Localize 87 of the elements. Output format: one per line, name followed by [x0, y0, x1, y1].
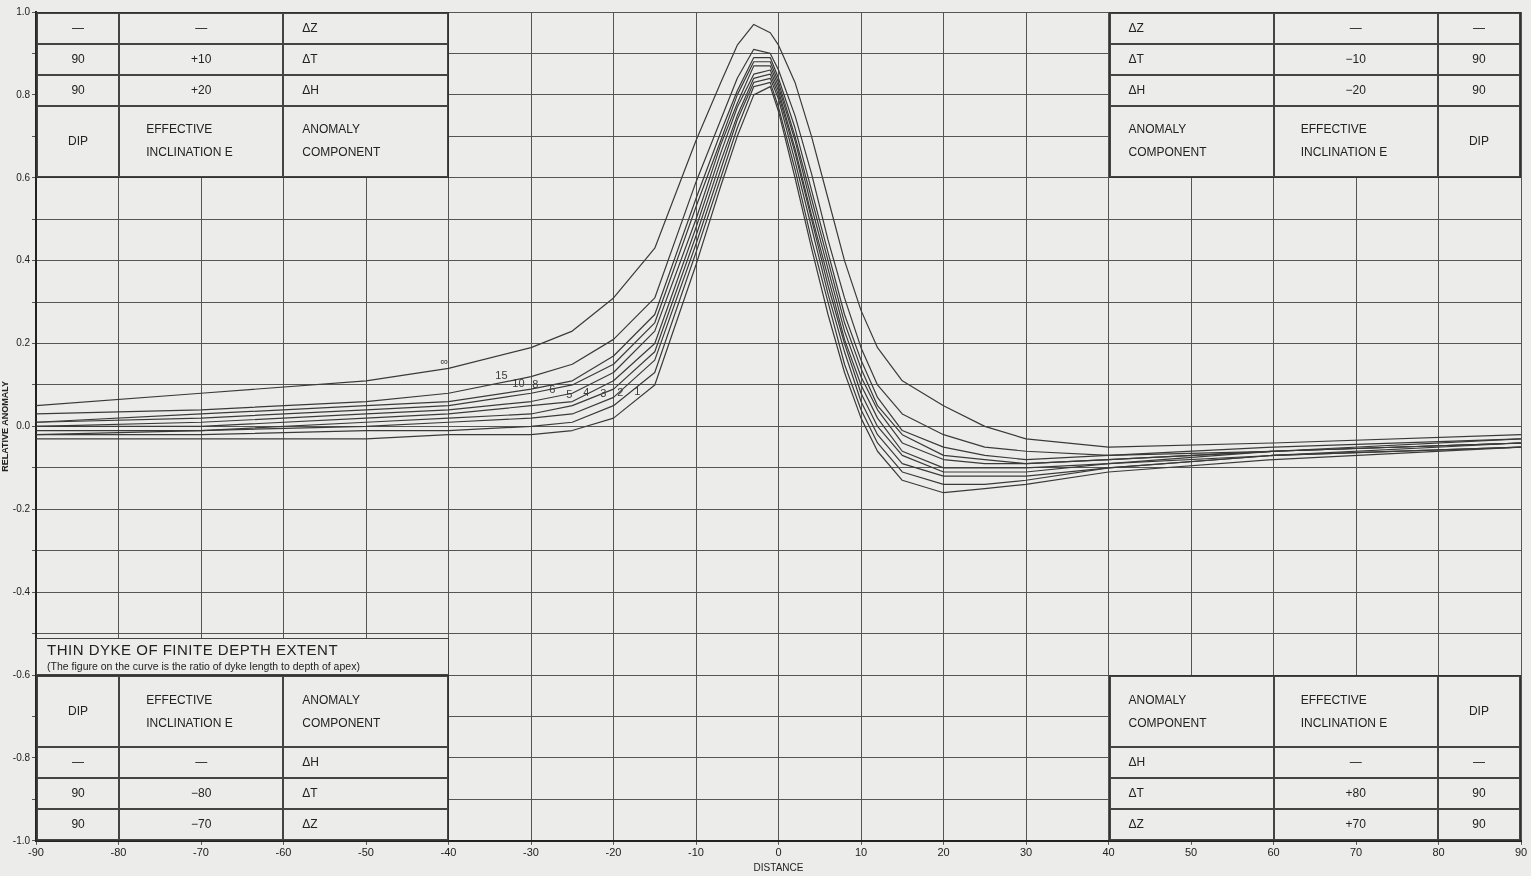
annotation: —	[72, 20, 85, 38]
y-tick-label: 0.4	[16, 254, 31, 266]
annotation: 90	[71, 81, 85, 99]
annotation: ΔZ	[1128, 20, 1144, 38]
annotation: ΔZ	[302, 20, 318, 38]
annotation: −10	[1345, 50, 1366, 68]
series-label: 3	[600, 387, 607, 400]
annotation: ΔT	[1128, 785, 1144, 803]
x-tick-label: 40	[1102, 846, 1115, 859]
annotation: +80	[1345, 785, 1366, 803]
annotation: —	[1472, 20, 1485, 38]
x-tick-label: -10	[688, 846, 704, 859]
annotation: −20	[1345, 81, 1366, 99]
series-label: 15	[495, 368, 508, 381]
y-tick-label: 0.8	[16, 88, 31, 100]
annotation: ΔT	[302, 785, 318, 803]
annotation: ANOMALY COMPONENT	[302, 691, 382, 732]
annotation: +10	[191, 50, 212, 68]
annotation: —	[195, 20, 208, 38]
x-tick-label: -30	[523, 846, 539, 859]
y-tick-label: -0.8	[12, 751, 31, 763]
caption-box: THIN DYKE OF FINITE DEPTH EXTENT (The figure on the curve is the ratio of dyke length to depth of apex)	[36, 638, 449, 676]
x-tick-label: 50	[1184, 846, 1198, 859]
annotation: —	[1472, 754, 1485, 772]
annotation: 90	[1472, 815, 1486, 833]
y-tick-label: 0.2	[16, 337, 31, 349]
x-tick-label: -70	[193, 846, 209, 859]
y-tick-label: -0.4	[12, 585, 31, 597]
annotation: —	[1349, 20, 1362, 38]
annotation: 90	[1472, 785, 1486, 803]
annotation: 90	[71, 785, 85, 803]
x-tick-label: 10	[854, 846, 868, 859]
annotation: —	[1349, 754, 1362, 772]
x-tick-label: 20	[937, 846, 950, 859]
annotation: ΔH	[1128, 754, 1146, 772]
x-tick-label: -80	[110, 846, 127, 859]
annotation: ΔH	[302, 81, 319, 99]
x-tick-label: 60	[1267, 846, 1280, 859]
annotation: ΔH	[1128, 81, 1146, 99]
annotation: −70	[191, 815, 212, 833]
series-label: 1	[634, 384, 641, 397]
series-label: 5	[566, 387, 573, 400]
annotation: 90	[1472, 50, 1486, 68]
x-tick-label: 90	[1514, 846, 1528, 859]
annotation: +70	[1345, 815, 1366, 833]
annotation: DIP	[68, 132, 89, 150]
annotation: DIP	[68, 703, 89, 721]
annotation: ANOMALY COMPONENT	[1128, 691, 1208, 732]
annotation: 90	[71, 815, 85, 833]
annotation: ANOMALY COMPONENT	[302, 121, 382, 162]
x-tick-label: 80	[1432, 846, 1445, 859]
annotation: 90	[1472, 81, 1486, 99]
x-tick-label: 0	[775, 846, 782, 859]
y-tick-label: -1.0	[12, 834, 31, 846]
annotation: DIP	[1468, 132, 1489, 150]
y-axis-title: RELATIVE ANOMALY	[0, 381, 10, 472]
x-tick-label: -60	[275, 846, 292, 859]
annotation: 90	[71, 50, 85, 68]
x-tick-label: -20	[605, 846, 622, 859]
series-label: ∞	[440, 355, 449, 368]
annotation: ANOMALY COMPONENT	[1128, 121, 1208, 162]
annotation: —	[195, 754, 208, 772]
annotation: ΔZ	[302, 815, 318, 833]
annotation: ΔH	[302, 754, 319, 772]
y-tick-label: 0.6	[16, 171, 31, 183]
series-label: 6	[549, 383, 556, 396]
annotation: ΔZ	[1128, 815, 1144, 833]
y-tick-label: -0.6	[12, 668, 31, 680]
y-tick-label: 1.0	[16, 5, 31, 17]
y-tick-label: 0.0	[16, 420, 31, 432]
annotation: DIP	[1468, 703, 1489, 721]
x-tick-label: 30	[1019, 846, 1033, 859]
annotation: −80	[191, 785, 212, 803]
x-tick-label: -50	[358, 846, 374, 859]
annotation: ΔT	[1128, 50, 1144, 68]
x-tick-label: -40	[440, 846, 457, 859]
annotation: —	[72, 754, 85, 772]
annotation: EFFECTIVE INCLINATION E	[146, 691, 234, 732]
annotation: ΔT	[302, 50, 318, 68]
x-tick-label: -90	[28, 846, 44, 859]
x-axis-title: DISTANCE	[753, 861, 804, 873]
annotation: +20	[191, 81, 212, 99]
annotation: EFFECTIVE INCLINATION E	[146, 121, 234, 162]
annotation: EFFECTIVE INCLINATION E	[1300, 691, 1389, 732]
x-tick-label: 70	[1349, 846, 1363, 859]
annotation: EFFECTIVE INCLINATION E	[1300, 121, 1389, 162]
y-tick-label: -0.2	[12, 503, 31, 515]
